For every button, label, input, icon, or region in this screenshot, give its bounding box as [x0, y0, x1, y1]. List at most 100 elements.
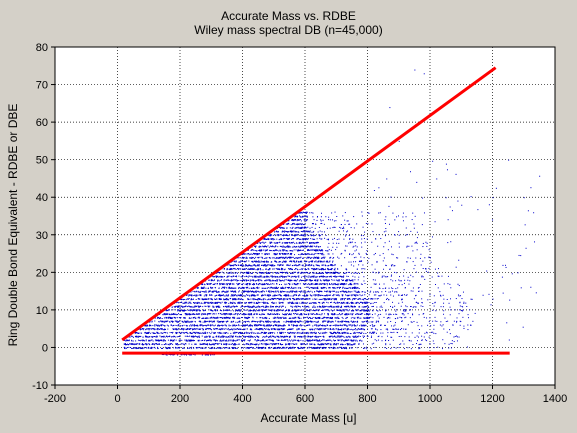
- scatter-point: [186, 332, 188, 334]
- scatter-point: [341, 339, 343, 341]
- scatter-point: [133, 347, 135, 349]
- scatter-point: [359, 328, 361, 330]
- scatter-point: [193, 347, 195, 349]
- scatter-point: [314, 321, 316, 323]
- scatter-point: [310, 331, 312, 333]
- scatter-point: [319, 344, 321, 346]
- scatter-point: [326, 343, 328, 345]
- scatter-point: [279, 347, 281, 349]
- scatter-point: [345, 328, 347, 330]
- scatter-point: [352, 329, 354, 331]
- scatter-point: [257, 336, 259, 338]
- scatter-point: [291, 321, 293, 323]
- scatter-point: [271, 324, 273, 326]
- scatter-point: [289, 317, 291, 319]
- scatter-point: [140, 328, 142, 330]
- scatter-point: [210, 298, 212, 300]
- scatter-point: [241, 316, 243, 318]
- scatter-point: [251, 329, 253, 331]
- scatter-point: [232, 298, 234, 300]
- scatter-point: [409, 317, 411, 319]
- scatter-point: [158, 321, 160, 323]
- scatter-point: [262, 347, 264, 349]
- scatter-point: [142, 339, 144, 341]
- scatter-point: [279, 317, 281, 319]
- scatter-point: [265, 347, 267, 349]
- scatter-point: [311, 332, 313, 334]
- scatter-point: [265, 316, 267, 318]
- scatter-point: [320, 346, 322, 348]
- scatter-point: [358, 298, 360, 300]
- scatter-point: [169, 332, 171, 334]
- scatter-point: [227, 340, 229, 342]
- scatter-point: [324, 298, 326, 300]
- scatter-point: [357, 332, 359, 334]
- scatter-point: [218, 335, 220, 337]
- scatter-point: [253, 306, 255, 308]
- scatter-point: [385, 328, 387, 330]
- scatter-point: [459, 305, 461, 307]
- scatter-point: [386, 328, 388, 330]
- scatter-point: [188, 309, 190, 311]
- scatter-point: [178, 340, 180, 342]
- scatter-point: [346, 320, 348, 322]
- scatter-point: [345, 309, 347, 311]
- scatter-point: [330, 343, 332, 345]
- scatter-point: [271, 347, 273, 349]
- scatter-point: [292, 301, 294, 303]
- scatter-point: [388, 313, 390, 315]
- scatter-point: [342, 333, 344, 335]
- scatter-point: [212, 316, 214, 318]
- scatter-point: [350, 302, 352, 304]
- scatter-point: [219, 321, 221, 323]
- scatter-point: [353, 336, 355, 338]
- scatter-point: [328, 310, 330, 312]
- scatter-point: [257, 344, 259, 346]
- scatter-point: [243, 325, 245, 327]
- scatter-point: [211, 298, 213, 300]
- scatter-point: [459, 301, 461, 303]
- scatter-point: [226, 310, 228, 312]
- scatter-point: [322, 317, 324, 319]
- scatter-point: [190, 348, 192, 350]
- scatter-point: [326, 309, 328, 311]
- scatter-point: [172, 321, 174, 323]
- scatter-point: [292, 346, 294, 348]
- scatter-point: [302, 298, 304, 300]
- scatter-point: [170, 316, 172, 318]
- scatter-point: [319, 325, 321, 327]
- scatter-point: [319, 324, 321, 326]
- scatter-point: [316, 309, 318, 311]
- scatter-point: [254, 324, 256, 326]
- scatter-point: [377, 320, 379, 322]
- scatter-point: [355, 325, 357, 327]
- scatter-point: [227, 298, 229, 300]
- scatter-point: [225, 336, 227, 338]
- scatter-point: [240, 302, 242, 304]
- scatter-point: [195, 328, 197, 330]
- scatter-point: [306, 324, 308, 326]
- scatter-point: [223, 313, 225, 315]
- scatter-point: [422, 305, 424, 307]
- scatter-point: [410, 321, 412, 323]
- scatter-point: [347, 310, 349, 312]
- scatter-point: [261, 309, 263, 311]
- scatter-point: [456, 335, 458, 337]
- scatter-point: [283, 328, 285, 330]
- scatter-point: [199, 336, 201, 338]
- scatter-point: [346, 302, 348, 304]
- scatter-point: [323, 316, 325, 318]
- scatter-point: [258, 298, 260, 300]
- scatter-point: [247, 332, 249, 334]
- scatter-point: [413, 298, 415, 300]
- scatter-point: [155, 328, 157, 330]
- scatter-point: [126, 343, 128, 345]
- scatter-point: [226, 343, 228, 345]
- scatter-point: [330, 321, 332, 323]
- scatter-point: [400, 305, 402, 307]
- scatter-point: [268, 298, 270, 300]
- scatter-point: [197, 347, 199, 349]
- scatter-point: [160, 320, 162, 322]
- scatter-point: [184, 302, 186, 304]
- scatter-point: [351, 325, 353, 327]
